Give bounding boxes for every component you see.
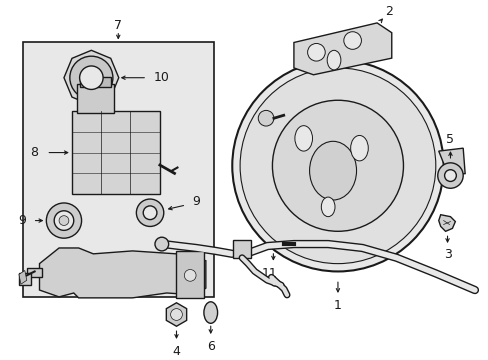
Polygon shape <box>19 273 31 285</box>
Polygon shape <box>40 248 205 298</box>
Circle shape <box>54 211 74 230</box>
Polygon shape <box>293 23 391 75</box>
Bar <box>77 84 114 113</box>
Circle shape <box>59 216 69 225</box>
Circle shape <box>258 111 273 126</box>
Circle shape <box>184 270 196 281</box>
Circle shape <box>143 206 157 220</box>
Circle shape <box>437 163 462 188</box>
Circle shape <box>444 170 455 181</box>
Bar <box>176 251 203 298</box>
Polygon shape <box>19 270 27 284</box>
Circle shape <box>232 60 443 271</box>
Circle shape <box>46 203 81 238</box>
Text: 10: 10 <box>154 71 169 84</box>
Bar <box>23 42 213 297</box>
Circle shape <box>343 32 361 49</box>
Text: 9: 9 <box>192 194 200 207</box>
Circle shape <box>70 56 113 99</box>
Text: 8: 8 <box>31 146 39 159</box>
Text: 9: 9 <box>18 214 26 227</box>
Circle shape <box>80 66 103 89</box>
Text: 5: 5 <box>446 133 453 146</box>
Ellipse shape <box>326 50 340 70</box>
Bar <box>72 111 160 194</box>
Text: 7: 7 <box>114 19 122 32</box>
Ellipse shape <box>350 135 367 161</box>
Polygon shape <box>438 148 464 176</box>
Ellipse shape <box>321 197 334 217</box>
Ellipse shape <box>294 126 312 151</box>
Text: 1: 1 <box>333 299 341 312</box>
Bar <box>233 240 250 258</box>
Ellipse shape <box>309 141 356 200</box>
Text: 6: 6 <box>206 340 214 353</box>
Text: 3: 3 <box>443 248 450 261</box>
Circle shape <box>170 309 182 320</box>
Text: 4: 4 <box>172 345 180 358</box>
Circle shape <box>136 199 163 226</box>
Bar <box>80 77 111 86</box>
Polygon shape <box>438 215 454 231</box>
Text: 2: 2 <box>384 5 392 18</box>
Text: 11: 11 <box>261 267 277 280</box>
Polygon shape <box>27 267 42 277</box>
Circle shape <box>240 68 435 264</box>
Polygon shape <box>64 50 119 105</box>
Ellipse shape <box>203 302 217 323</box>
Polygon shape <box>166 303 186 326</box>
Circle shape <box>272 100 403 231</box>
Circle shape <box>155 237 168 251</box>
Circle shape <box>307 44 325 61</box>
